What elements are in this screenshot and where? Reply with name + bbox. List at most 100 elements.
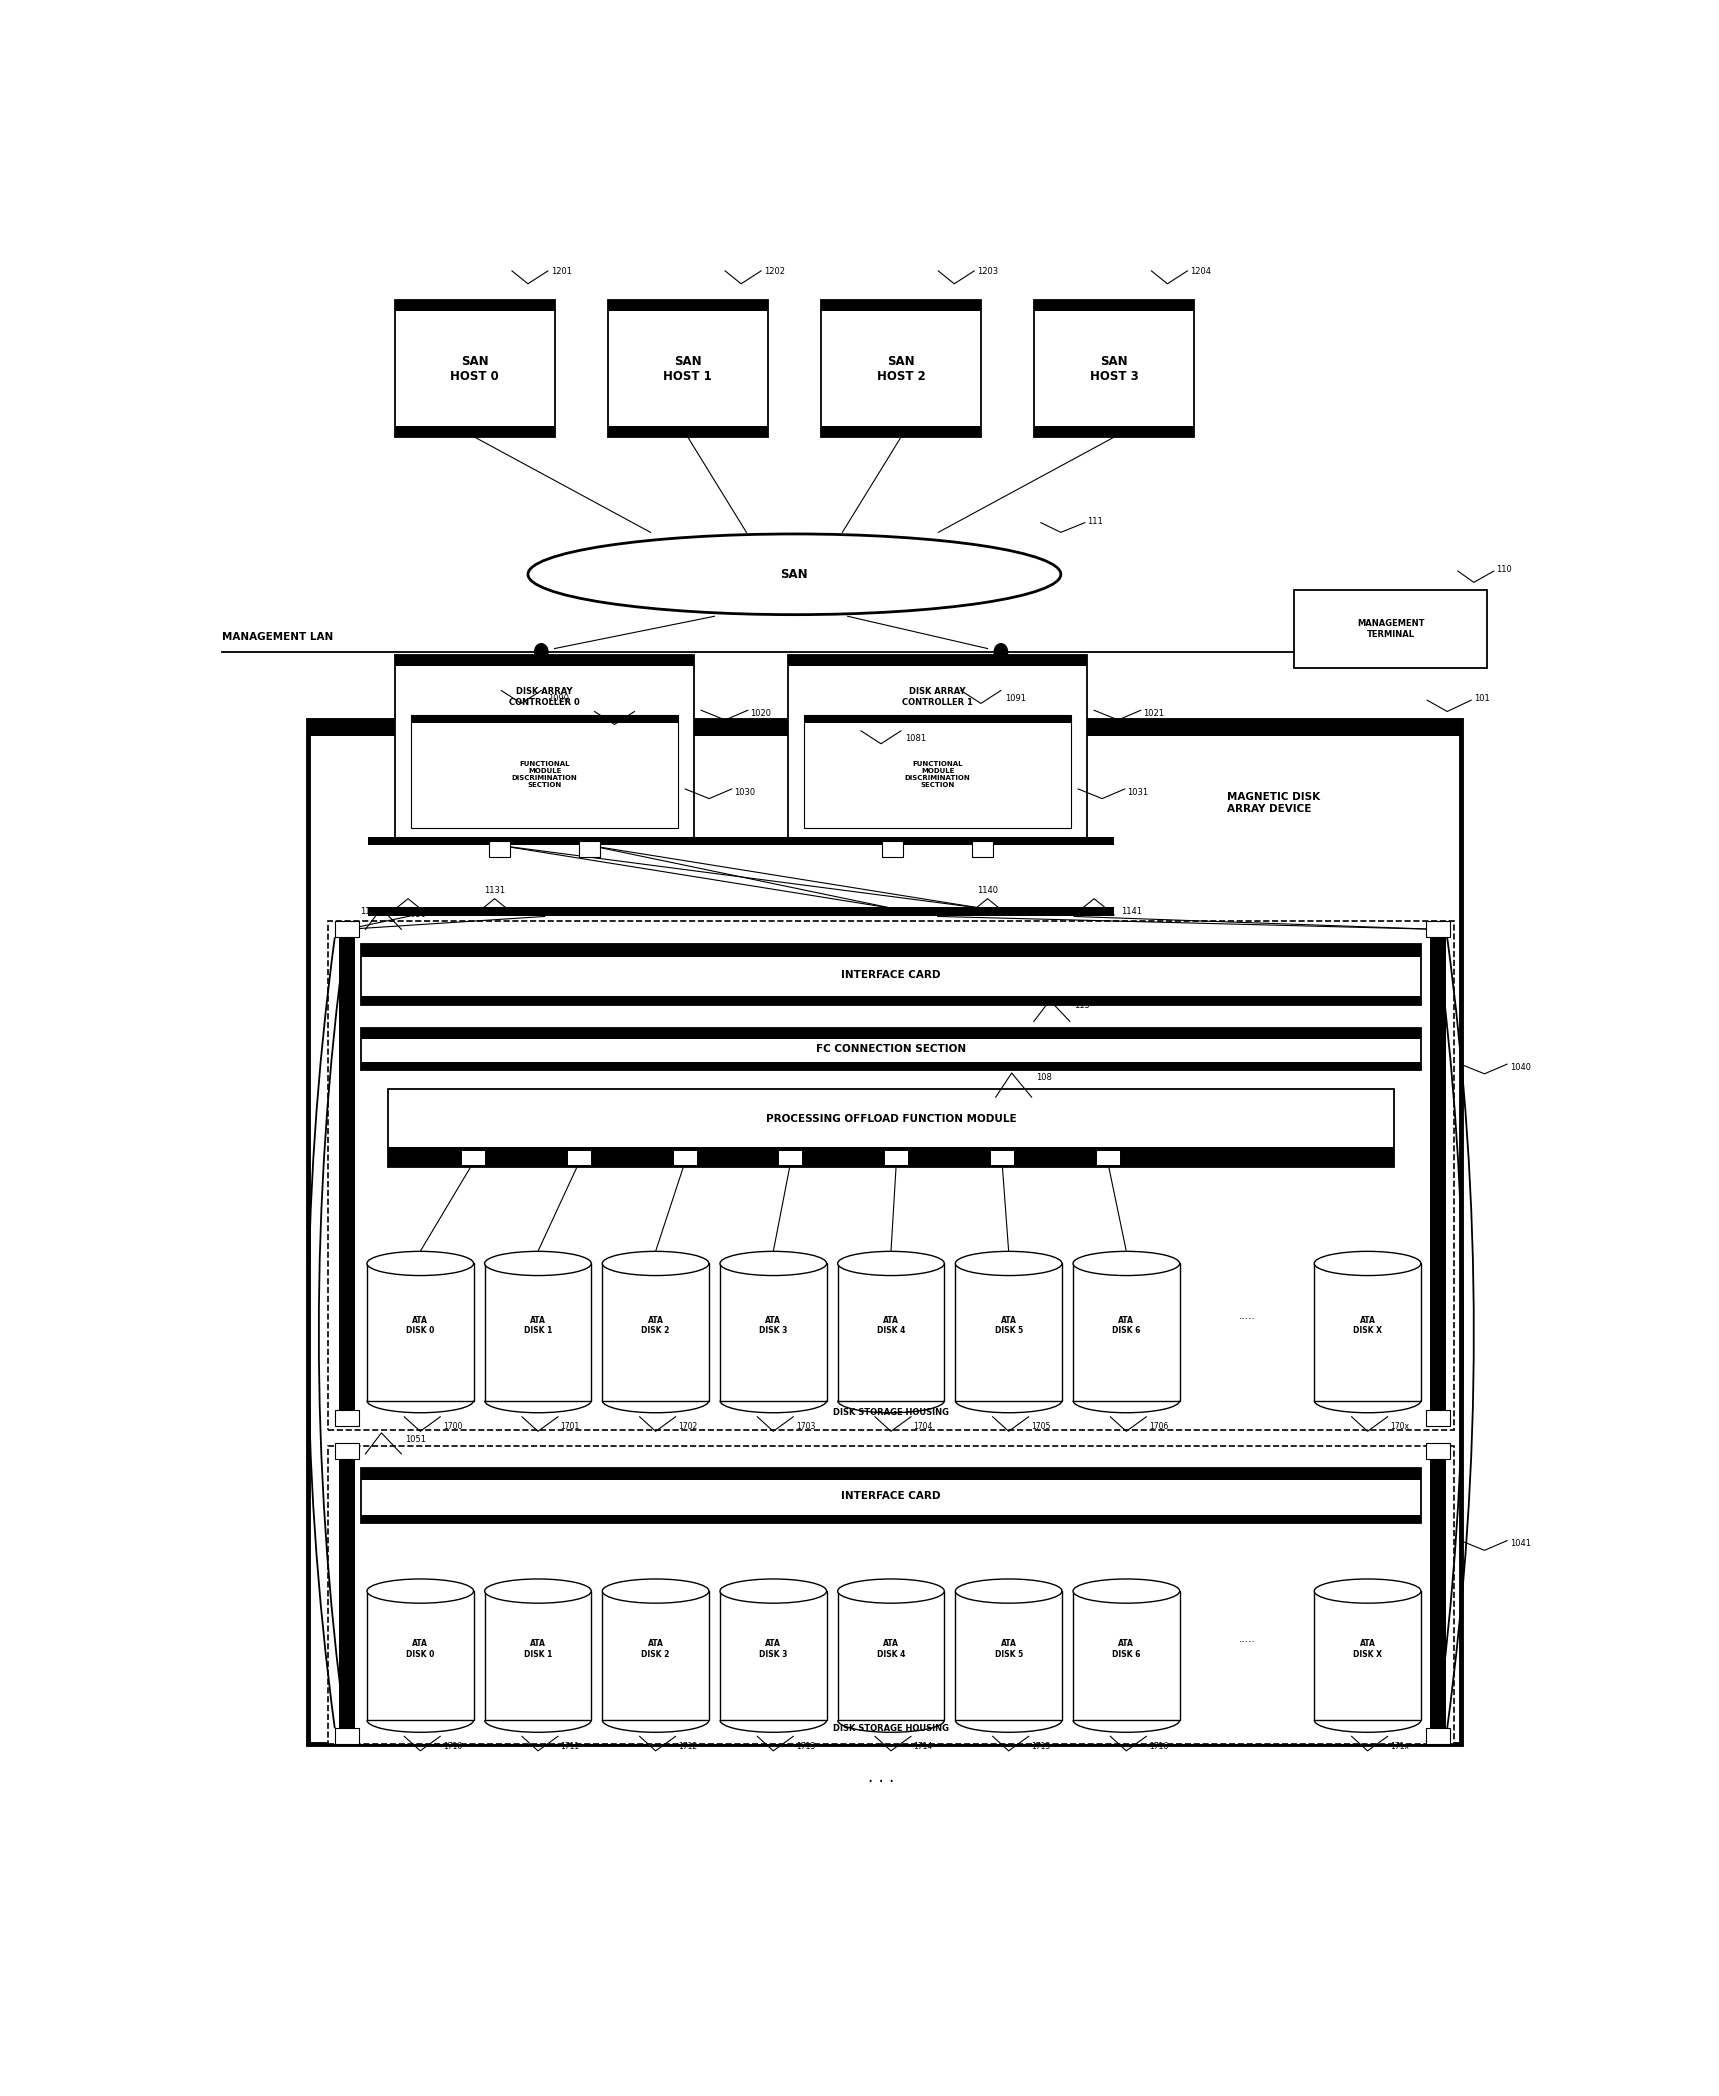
FancyBboxPatch shape [335, 1442, 359, 1459]
FancyBboxPatch shape [395, 654, 694, 667]
FancyBboxPatch shape [339, 935, 354, 1413]
Text: 1705: 1705 [1031, 1421, 1050, 1432]
FancyBboxPatch shape [804, 715, 1071, 828]
Text: ATA
DISK 4: ATA DISK 4 [877, 1316, 906, 1335]
FancyBboxPatch shape [368, 908, 1114, 916]
Ellipse shape [602, 1251, 708, 1276]
Text: 1050: 1050 [406, 910, 426, 920]
FancyBboxPatch shape [488, 840, 511, 857]
FancyBboxPatch shape [787, 654, 1088, 840]
Text: 1091: 1091 [1006, 694, 1026, 702]
FancyBboxPatch shape [308, 719, 1461, 1744]
Text: 1713: 1713 [796, 1742, 815, 1750]
Text: ATA
DISK X: ATA DISK X [1353, 1316, 1382, 1335]
FancyBboxPatch shape [602, 1264, 708, 1400]
FancyBboxPatch shape [779, 1151, 803, 1165]
Text: SAN: SAN [780, 568, 808, 581]
Text: 1131: 1131 [485, 887, 505, 895]
Text: 1202: 1202 [763, 266, 786, 277]
Text: 1141: 1141 [1121, 908, 1141, 916]
FancyBboxPatch shape [361, 1063, 1420, 1069]
Text: ATA
DISK 3: ATA DISK 3 [760, 1639, 787, 1658]
FancyBboxPatch shape [461, 1151, 485, 1165]
Text: ............: ............ [1200, 1151, 1227, 1157]
FancyBboxPatch shape [602, 1264, 708, 1400]
FancyBboxPatch shape [602, 1591, 708, 1721]
FancyBboxPatch shape [395, 425, 555, 438]
Text: 1701: 1701 [560, 1421, 579, 1432]
Text: 170x: 170x [1391, 1421, 1410, 1432]
Text: ATA
DISK 4: ATA DISK 4 [877, 1639, 906, 1658]
FancyBboxPatch shape [1035, 300, 1195, 310]
FancyBboxPatch shape [602, 1591, 708, 1721]
Ellipse shape [485, 1578, 591, 1603]
Text: .....: ..... [1238, 1635, 1255, 1645]
Text: 1711: 1711 [560, 1742, 579, 1750]
FancyBboxPatch shape [720, 1591, 827, 1721]
Text: SAN
HOST 0: SAN HOST 0 [450, 354, 499, 384]
FancyBboxPatch shape [366, 1591, 473, 1721]
FancyBboxPatch shape [1425, 1442, 1449, 1459]
FancyBboxPatch shape [1425, 1729, 1449, 1744]
Text: PROCESSING OFFLOAD FUNCTION MODULE: PROCESSING OFFLOAD FUNCTION MODULE [765, 1113, 1016, 1123]
FancyBboxPatch shape [1073, 1591, 1179, 1721]
FancyBboxPatch shape [335, 922, 359, 937]
Text: 1030: 1030 [734, 788, 756, 796]
FancyBboxPatch shape [366, 1264, 473, 1400]
Text: 1712: 1712 [679, 1742, 698, 1750]
FancyBboxPatch shape [884, 1151, 908, 1165]
Ellipse shape [541, 541, 1047, 608]
FancyBboxPatch shape [787, 654, 1088, 667]
Text: DISK STORAGE HOUSING: DISK STORAGE HOUSING [834, 1725, 949, 1733]
FancyBboxPatch shape [672, 1151, 696, 1165]
FancyBboxPatch shape [361, 1515, 1420, 1524]
Text: 1700: 1700 [444, 1421, 462, 1432]
FancyBboxPatch shape [368, 838, 1114, 845]
FancyBboxPatch shape [837, 1264, 944, 1400]
Ellipse shape [1315, 1578, 1422, 1603]
FancyBboxPatch shape [1073, 1591, 1179, 1721]
FancyBboxPatch shape [366, 1591, 473, 1721]
Text: . . .: . . . [868, 1767, 894, 1786]
FancyBboxPatch shape [388, 1147, 1394, 1167]
Text: ATA
DISK 6: ATA DISK 6 [1112, 1316, 1140, 1335]
Text: 1031: 1031 [1128, 788, 1148, 796]
FancyBboxPatch shape [488, 840, 511, 857]
Text: ATA
DISK 2: ATA DISK 2 [641, 1316, 670, 1335]
Text: 1051: 1051 [406, 1436, 426, 1444]
FancyBboxPatch shape [335, 922, 359, 937]
FancyBboxPatch shape [395, 300, 555, 438]
Text: 1716: 1716 [1148, 1742, 1169, 1750]
Ellipse shape [602, 1578, 708, 1603]
FancyBboxPatch shape [361, 996, 1420, 1006]
FancyBboxPatch shape [1425, 922, 1449, 937]
Ellipse shape [528, 534, 1061, 614]
Text: 1080: 1080 [638, 715, 660, 723]
FancyBboxPatch shape [1294, 591, 1487, 669]
FancyBboxPatch shape [1315, 1264, 1422, 1400]
FancyBboxPatch shape [395, 300, 555, 310]
FancyBboxPatch shape [335, 1729, 359, 1744]
Text: 1130: 1130 [361, 908, 382, 916]
Text: 1702: 1702 [679, 1421, 698, 1432]
Text: 1715: 1715 [1031, 1742, 1050, 1750]
Text: 1201: 1201 [550, 266, 572, 277]
Ellipse shape [956, 1578, 1062, 1603]
Ellipse shape [720, 1251, 827, 1276]
Text: ATA
DISK 2: ATA DISK 2 [641, 1639, 670, 1658]
FancyBboxPatch shape [1315, 1591, 1422, 1721]
Text: 1703: 1703 [796, 1421, 815, 1432]
Text: 1020: 1020 [751, 708, 772, 719]
FancyBboxPatch shape [1425, 1729, 1449, 1744]
Text: ATA
DISK 5: ATA DISK 5 [995, 1316, 1023, 1335]
FancyBboxPatch shape [822, 300, 982, 310]
Ellipse shape [956, 1251, 1062, 1276]
FancyBboxPatch shape [720, 1264, 827, 1400]
FancyBboxPatch shape [1425, 922, 1449, 937]
Circle shape [994, 643, 1007, 660]
Ellipse shape [1315, 1251, 1422, 1276]
FancyBboxPatch shape [579, 840, 600, 857]
Text: DISK ARRAY
CONTROLLER 1: DISK ARRAY CONTROLLER 1 [902, 687, 973, 706]
FancyBboxPatch shape [956, 1591, 1062, 1721]
FancyBboxPatch shape [1315, 1591, 1422, 1721]
